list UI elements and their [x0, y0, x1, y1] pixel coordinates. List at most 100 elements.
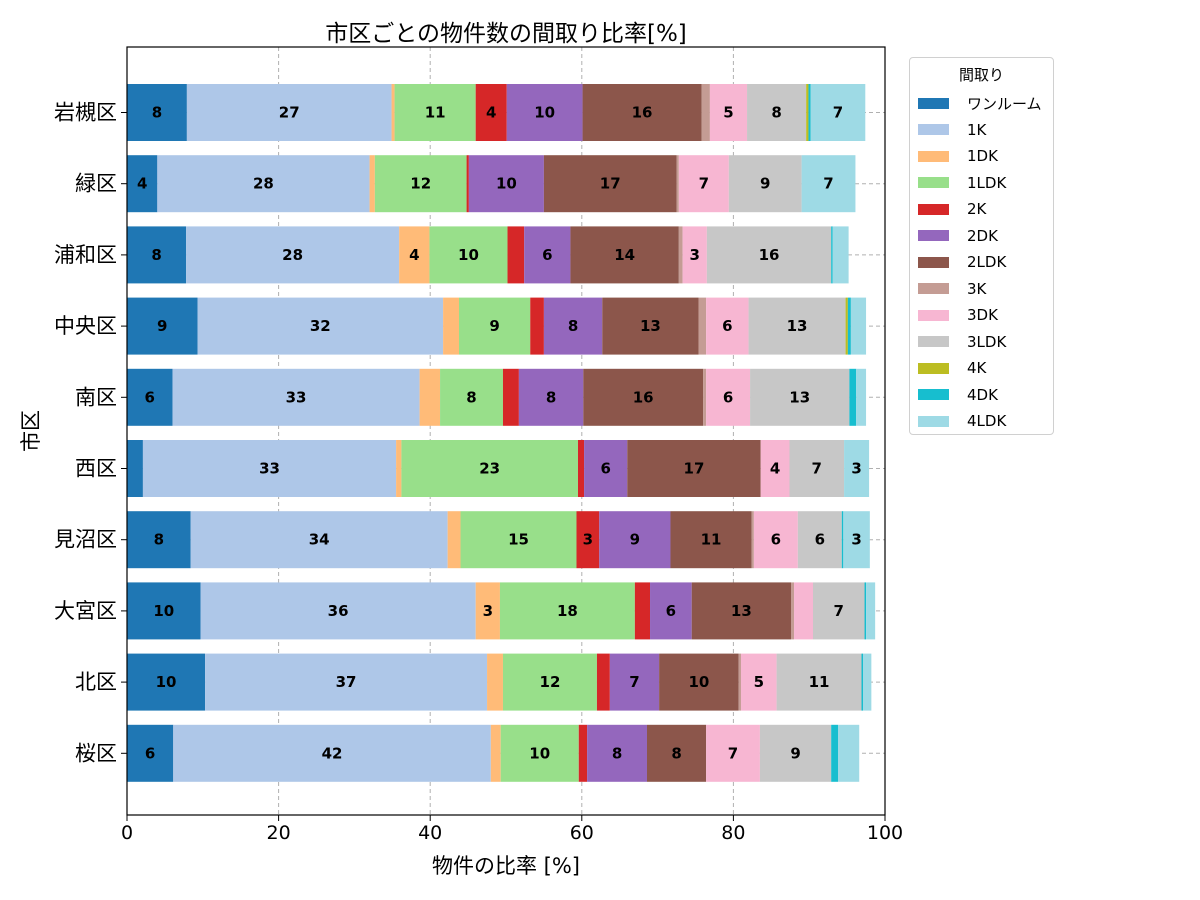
y-tick-label: 見沼区 — [54, 528, 117, 552]
bar-segment — [524, 226, 571, 284]
legend-swatch — [918, 336, 949, 347]
bar-data-label: 6 — [723, 388, 733, 406]
bar-segment — [205, 653, 488, 711]
legend-entry: 2K — [918, 200, 986, 218]
y-tick-label: 南区 — [75, 385, 117, 409]
y-tick-label: 西区 — [75, 457, 117, 481]
bar-segment — [578, 440, 585, 497]
legend-swatch — [918, 150, 949, 162]
bar-segment — [728, 155, 802, 213]
bar-segment — [838, 724, 860, 782]
bar-segment — [190, 511, 448, 569]
bar-segment — [844, 440, 870, 497]
bar-segment — [443, 297, 460, 355]
bar-data-label: 37 — [336, 673, 357, 691]
bar-data-label: 4 — [409, 246, 419, 264]
bar-data-label: 4 — [770, 460, 780, 478]
bar-segment — [678, 155, 729, 213]
bar-data-label: 16 — [633, 388, 654, 406]
x-tick-label: 0 — [121, 822, 133, 844]
bar-segment — [440, 368, 503, 426]
bar-segment — [186, 226, 400, 284]
legend-entry: 4LDK — [918, 412, 1006, 430]
bar-segment — [127, 226, 187, 284]
bar-segment — [634, 582, 651, 640]
legend-entry: 2LDK — [918, 253, 1006, 271]
legend-swatch — [918, 256, 949, 268]
bar-data-label: 18 — [557, 602, 578, 620]
legend-swatch — [918, 415, 949, 427]
bar-data-label: 3 — [483, 602, 493, 620]
bar-data-label: 8 — [671, 744, 681, 762]
bar-data-label: 33 — [259, 460, 280, 478]
bar-data-label: 14 — [614, 246, 635, 264]
bar-data-label: 13 — [640, 317, 661, 335]
legend-entry: 4DK — [918, 386, 998, 404]
legend-entry: 1DK — [918, 147, 998, 165]
legend-label: 4LDK — [967, 412, 1007, 430]
legend-swatch — [918, 283, 949, 294]
bar-segment — [706, 368, 751, 426]
bar-segment — [127, 297, 198, 355]
bar-segment — [759, 724, 832, 782]
bar-data-label: 16 — [632, 104, 653, 122]
bar-segment — [801, 155, 856, 213]
bars-layer — [127, 84, 876, 782]
bar-data-label: 10 — [529, 744, 550, 762]
bar-segment — [582, 84, 702, 141]
legend-entry: 3LDK — [918, 333, 1006, 351]
bar-segment — [841, 511, 844, 569]
bar-data-label: 8 — [568, 317, 578, 335]
bar-segment — [197, 297, 444, 355]
legend-entry: 3DK — [918, 306, 998, 324]
bar-segment — [468, 155, 544, 213]
bar-segment — [794, 582, 813, 640]
legend-swatch — [918, 389, 949, 400]
bar-segment — [127, 155, 158, 213]
bar-data-label: 27 — [279, 104, 300, 122]
legend-entry: 1K — [918, 121, 986, 139]
bar-segment — [812, 582, 865, 640]
bar-segment — [738, 653, 741, 711]
bar-data-label: 8 — [771, 104, 781, 122]
bar-data-label: 8 — [151, 246, 161, 264]
bar-segment — [487, 653, 503, 711]
legend-swatch — [918, 362, 949, 374]
bar-data-label: 42 — [322, 744, 343, 762]
bar-segment — [530, 297, 544, 355]
bar-segment — [864, 582, 867, 640]
bar-segment — [646, 724, 707, 782]
bar-data-label: 8 — [154, 531, 164, 549]
legend-swatch — [918, 230, 949, 241]
bar-data-label: 3 — [690, 246, 700, 264]
bar-data-label: 4 — [486, 104, 496, 122]
bar-segment — [627, 440, 761, 497]
legend-label: 3K — [967, 279, 987, 298]
bar-segment — [466, 155, 469, 213]
bar-segment — [394, 84, 476, 141]
legend-label: 2DK — [967, 226, 998, 245]
bar-data-label: 3 — [851, 531, 861, 549]
bar-segment — [173, 724, 491, 782]
bar-data-label: 7 — [728, 744, 738, 762]
bar-segment — [602, 297, 699, 355]
bar-segment — [499, 582, 635, 640]
bar-segment — [460, 511, 577, 569]
bar-data-label: 16 — [759, 246, 780, 264]
legend-title: 間取り — [958, 66, 1004, 84]
legend-label: ワンルーム — [967, 94, 1042, 113]
y-tick-label: 中央区 — [54, 314, 117, 338]
bar-segment — [832, 226, 849, 284]
legend-label: 2K — [967, 200, 987, 218]
bar-data-label: 3 — [583, 531, 593, 549]
bar-data-label: 10 — [458, 246, 479, 264]
bar-data-label: 4 — [137, 175, 147, 193]
bar-data-label: 6 — [666, 602, 676, 620]
legend-entry: 4K — [918, 359, 986, 377]
bar-data-label: 6 — [600, 460, 610, 478]
bar-segment — [157, 155, 370, 213]
bar-segment — [806, 84, 809, 141]
bar-segment — [701, 84, 710, 141]
chart-title: 市区ごとの物件数の間取り比率[%] — [325, 21, 687, 47]
